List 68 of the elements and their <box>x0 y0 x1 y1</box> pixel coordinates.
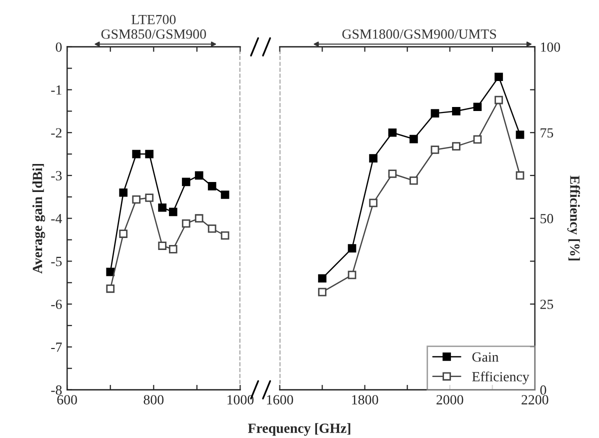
point <box>369 154 378 162</box>
point <box>158 242 166 250</box>
point <box>348 244 356 253</box>
y-tick-label: -2 <box>51 128 62 138</box>
x-tick-label: 1800 <box>352 395 378 404</box>
x-tick-label: 2000 <box>436 395 464 404</box>
point <box>168 245 178 254</box>
point <box>430 109 440 118</box>
point <box>182 178 190 186</box>
x-tick-label: 1600 <box>267 395 294 404</box>
y2-tick-label: 25 <box>540 300 554 310</box>
y-tick-label: -1 <box>51 85 62 95</box>
x-tick-label: 2200 <box>522 395 548 404</box>
point <box>168 208 178 216</box>
y2-tick-label: 50 <box>540 214 554 224</box>
point <box>132 150 140 158</box>
point <box>220 190 230 199</box>
text: LTE700 GSM850/GSM900 <box>101 14 206 39</box>
x-tick-label: 600 <box>57 395 77 404</box>
text: GSM1800/GSM900/UMTS <box>342 29 496 39</box>
y-tick-label: 0 <box>56 42 62 52</box>
point <box>473 135 482 144</box>
y-tick-label: -4 <box>51 214 62 224</box>
point <box>119 230 128 238</box>
point <box>494 96 503 104</box>
x-tick-label: 1000 <box>228 395 254 404</box>
point <box>318 288 326 296</box>
point <box>516 130 524 139</box>
point <box>145 150 154 158</box>
y2-tick-label: 100 <box>540 42 560 52</box>
y2-tick-label: 0 <box>540 385 546 395</box>
point <box>132 195 140 204</box>
point <box>452 142 460 150</box>
y2-tick-label: 75 <box>540 128 554 138</box>
y-tick-label: -7 <box>51 342 62 352</box>
point <box>410 134 418 144</box>
point <box>208 182 216 190</box>
point <box>106 284 115 293</box>
legend-label: Gain <box>472 352 499 362</box>
point <box>348 270 356 280</box>
point <box>318 274 326 283</box>
point <box>516 171 524 180</box>
point <box>494 72 503 82</box>
point <box>410 176 418 185</box>
point <box>369 198 378 208</box>
y-tick-label: -5 <box>51 256 62 266</box>
point <box>430 146 440 154</box>
legend-label: Efficiency <box>472 371 530 384</box>
point <box>194 171 204 180</box>
y-axis-title: Average gain [dBi] <box>32 164 46 274</box>
point <box>388 128 397 137</box>
point <box>119 188 128 197</box>
point <box>473 102 482 112</box>
point <box>220 231 230 240</box>
point <box>106 268 115 276</box>
y2-axis-title: Efficiency [%] <box>567 176 580 260</box>
point <box>194 214 204 223</box>
point <box>145 194 154 202</box>
point <box>452 107 460 116</box>
point <box>388 170 397 178</box>
point <box>182 219 190 228</box>
y-tick-label: -8 <box>51 385 62 395</box>
x-axis-title: Frequency [GHz] <box>248 423 350 436</box>
y-tick-label: -6 <box>51 300 62 310</box>
y-tick-label: -3 <box>51 171 62 180</box>
point <box>158 203 166 212</box>
x-tick-label: 800 <box>144 395 164 404</box>
point <box>208 224 216 233</box>
